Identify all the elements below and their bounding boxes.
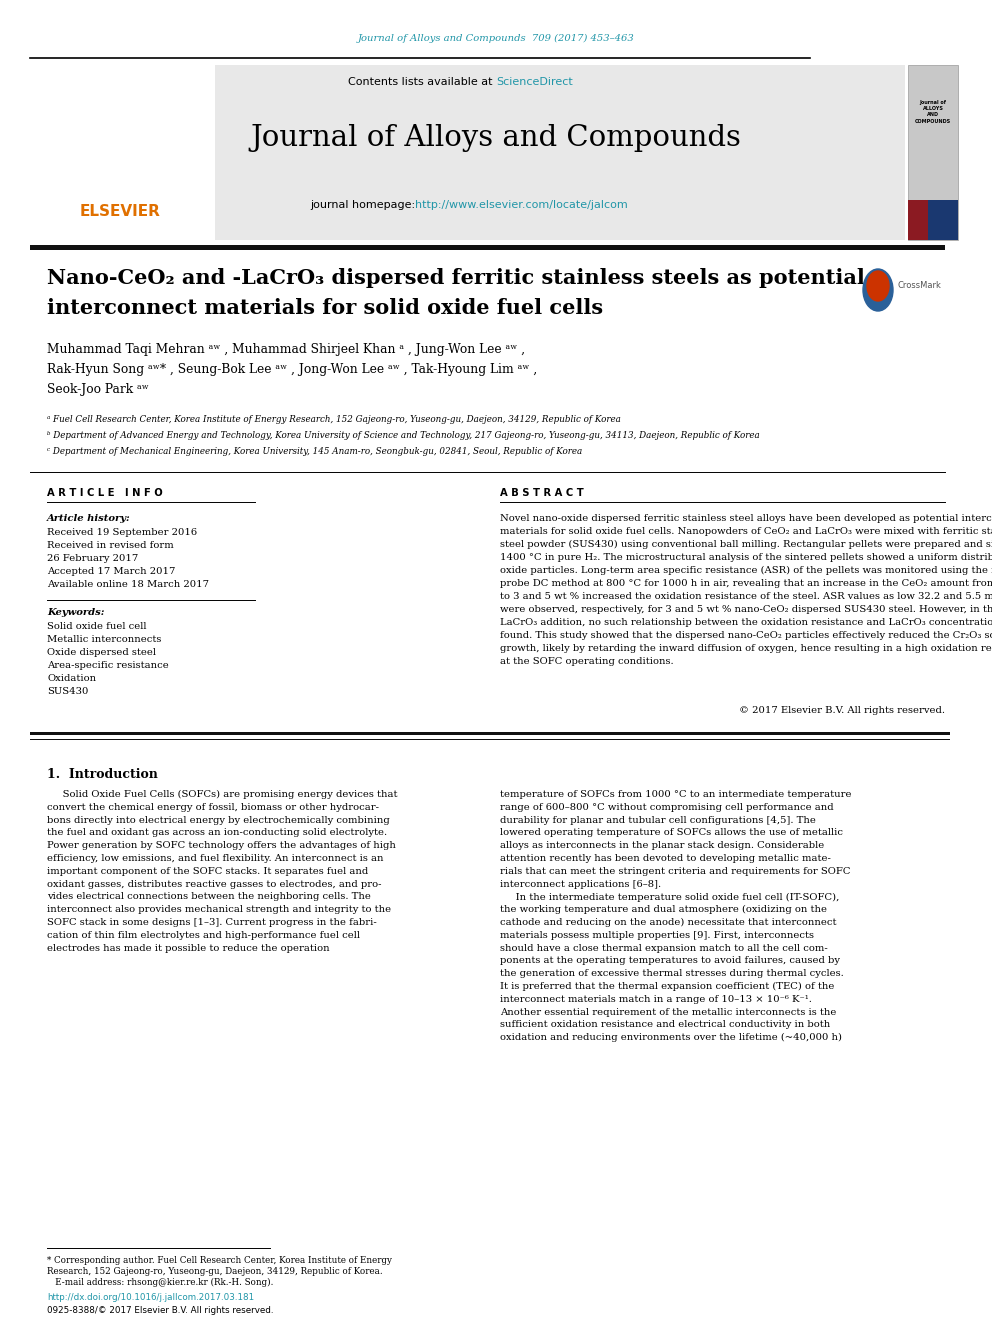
Text: Metallic interconnects: Metallic interconnects [47,635,162,644]
Text: ELSEVIER: ELSEVIER [79,205,161,220]
Text: Another essential requirement of the metallic interconnects is the: Another essential requirement of the met… [500,1008,836,1016]
Text: Area-specific resistance: Area-specific resistance [47,662,169,669]
Text: ᵇ Department of Advanced Energy and Technology, Korea University of Science and : ᵇ Department of Advanced Energy and Tech… [47,431,760,441]
Text: ᶜ Department of Mechanical Engineering, Korea University, 145 Anam-ro, Seongbuk-: ᶜ Department of Mechanical Engineering, … [47,447,582,456]
Text: materials possess multiple properties [9]. First, interconnects: materials possess multiple properties [9… [500,931,814,939]
Text: vides electrical connections between the neighboring cells. The: vides electrical connections between the… [47,893,371,901]
Text: convert the chemical energy of fossil, biomass or other hydrocar-: convert the chemical energy of fossil, b… [47,803,379,812]
Text: E-mail address: rhsong@kier.re.kr (Rk.-H. Song).: E-mail address: rhsong@kier.re.kr (Rk.-H… [47,1278,274,1287]
Bar [30,245,945,250]
Text: Research, 152 Gajeong-ro, Yuseong-gu, Daejeon, 34129, Republic of Korea.: Research, 152 Gajeong-ro, Yuseong-gu, Da… [47,1267,383,1275]
Text: growth, likely by retarding the inward diffusion of oxygen, hence resulting in a: growth, likely by retarding the inward d… [500,644,992,654]
Text: oxidant gasses, distributes reactive gasses to electrodes, and pro-: oxidant gasses, distributes reactive gas… [47,880,382,889]
Text: SOFC stack in some designs [1–3]. Current progress in the fabri-: SOFC stack in some designs [1–3]. Curren… [47,918,377,927]
Text: 1400 °C in pure H₂. The microstructural analysis of the sintered pellets showed : 1400 °C in pure H₂. The microstructural … [500,553,992,562]
Text: Nano-CeO₂ and -LaCrO₃ dispersed ferritic stainless steels as potential: Nano-CeO₂ and -LaCrO₃ dispersed ferritic… [47,269,865,288]
Ellipse shape [867,271,889,302]
Text: cathode and reducing on the anode) necessitate that interconnect: cathode and reducing on the anode) neces… [500,918,836,927]
Text: sufficient oxidation resistance and electrical conductivity in both: sufficient oxidation resistance and elec… [500,1020,830,1029]
Text: CrossMark: CrossMark [898,280,941,290]
Text: A R T I C L E   I N F O: A R T I C L E I N F O [47,488,163,497]
Text: bons directly into electrical energy by electrochemically combining: bons directly into electrical energy by … [47,815,390,824]
Text: Novel nano-oxide dispersed ferritic stainless steel alloys have been developed a: Novel nano-oxide dispersed ferritic stai… [500,515,992,523]
Text: alloys as interconnects in the planar stack design. Considerable: alloys as interconnects in the planar st… [500,841,824,851]
Text: Contents lists available at: Contents lists available at [348,77,496,87]
Text: at the SOFC operating conditions.: at the SOFC operating conditions. [500,658,674,665]
Text: Available online 18 March 2017: Available online 18 March 2017 [47,579,209,589]
Text: A B S T R A C T: A B S T R A C T [500,488,583,497]
Text: Keywords:: Keywords: [47,609,104,617]
Bar [215,65,905,239]
Text: materials for solid oxide fuel cells. Nanopowders of CeO₂ and LaCrO₃ were mixed : materials for solid oxide fuel cells. Na… [500,527,992,536]
Text: the generation of excessive thermal stresses during thermal cycles.: the generation of excessive thermal stre… [500,970,844,978]
Bar [928,200,958,239]
Text: Journal of Alloys and Compounds: Journal of Alloys and Compounds [251,124,741,152]
Text: 1.  Introduction: 1. Introduction [47,767,158,781]
Text: Power generation by SOFC technology offers the advantages of high: Power generation by SOFC technology offe… [47,841,396,851]
Text: were observed, respectively, for 3 and 5 wt % nano-CeO₂ dispersed SUS430 steel. : were observed, respectively, for 3 and 5… [500,605,992,614]
Text: range of 600–800 °C without compromising cell performance and: range of 600–800 °C without compromising… [500,803,833,812]
Text: durability for planar and tubular cell configurations [4,5]. The: durability for planar and tubular cell c… [500,815,815,824]
Text: http://www.elsevier.com/locate/jalcom: http://www.elsevier.com/locate/jalcom [415,200,628,210]
Text: efficiency, low emissions, and fuel flexibility. An interconnect is an: efficiency, low emissions, and fuel flex… [47,855,384,863]
Text: Article history:: Article history: [47,515,131,523]
Text: the working temperature and dual atmosphere (oxidizing on the: the working temperature and dual atmosph… [500,905,827,914]
Text: rials that can meet the stringent criteria and requirements for SOFC: rials that can meet the stringent criter… [500,867,850,876]
Text: Journal of
ALLOYS
AND
COMPOUNDS: Journal of ALLOYS AND COMPOUNDS [915,101,951,123]
Text: the fuel and oxidant gas across an ion-conducting solid electrolyte.: the fuel and oxidant gas across an ion-c… [47,828,387,837]
Bar [30,738,950,740]
Text: Solid Oxide Fuel Cells (SOFCs) are promising energy devices that: Solid Oxide Fuel Cells (SOFCs) are promi… [47,790,398,799]
Text: ScienceDirect: ScienceDirect [496,77,572,87]
Text: cation of thin film electrolytes and high-performance fuel cell: cation of thin film electrolytes and hig… [47,931,360,939]
Bar [30,732,950,736]
Text: steel powder (SUS430) using conventional ball milling. Rectangular pellets were : steel powder (SUS430) using conventional… [500,540,992,549]
Text: interconnect applications [6–8].: interconnect applications [6–8]. [500,880,661,889]
Text: Oxidation: Oxidation [47,673,96,683]
Text: oxide particles. Long-term area specific resistance (ASR) of the pellets was mon: oxide particles. Long-term area specific… [500,566,992,576]
Text: Received 19 September 2016: Received 19 September 2016 [47,528,197,537]
Text: © 2017 Elsevier B.V. All rights reserved.: © 2017 Elsevier B.V. All rights reserved… [739,706,945,714]
Text: important component of the SOFC stacks. It separates fuel and: important component of the SOFC stacks. … [47,867,368,876]
Text: interconnect also provides mechanical strength and integrity to the: interconnect also provides mechanical st… [47,905,391,914]
Text: 0925-8388/© 2017 Elsevier B.V. All rights reserved.: 0925-8388/© 2017 Elsevier B.V. All right… [47,1306,274,1315]
Text: lowered operating temperature of SOFCs allows the use of metallic: lowered operating temperature of SOFCs a… [500,828,843,837]
Text: ponents at the operating temperatures to avoid failures, caused by: ponents at the operating temperatures to… [500,957,840,966]
Text: LaCrO₃ addition, no such relationship between the oxidation resistance and LaCrO: LaCrO₃ addition, no such relationship be… [500,618,992,627]
Text: electrodes has made it possible to reduce the operation: electrodes has made it possible to reduc… [47,943,329,953]
Text: interconnect materials for solid oxide fuel cells: interconnect materials for solid oxide f… [47,298,603,318]
Text: 26 February 2017: 26 February 2017 [47,554,138,564]
Bar [908,65,958,239]
Text: Accepted 17 March 2017: Accepted 17 March 2017 [47,568,176,576]
Text: ᵃ Fuel Cell Research Center, Korea Institute of Energy Research, 152 Gajeong-ro,: ᵃ Fuel Cell Research Center, Korea Insti… [47,415,621,423]
Text: should have a close thermal expansion match to all the cell com-: should have a close thermal expansion ma… [500,943,827,953]
Text: to 3 and 5 wt % increased the oxidation resistance of the steel. ASR values as l: to 3 and 5 wt % increased the oxidation … [500,591,992,601]
Text: http://dx.doi.org/10.1016/j.jallcom.2017.03.181: http://dx.doi.org/10.1016/j.jallcom.2017… [47,1293,254,1302]
Text: interconnect materials match in a range of 10–13 × 10⁻⁶ K⁻¹.: interconnect materials match in a range … [500,995,811,1004]
Text: Received in revised form: Received in revised form [47,541,174,550]
Text: Seok-Joo Park ᵃʷ: Seok-Joo Park ᵃʷ [47,382,149,396]
Text: It is preferred that the thermal expansion coefficient (TEC) of the: It is preferred that the thermal expansi… [500,982,834,991]
Text: attention recently has been devoted to developing metallic mate-: attention recently has been devoted to d… [500,855,831,863]
Text: * Corresponding author. Fuel Cell Research Center, Korea Institute of Energy: * Corresponding author. Fuel Cell Resear… [47,1256,392,1265]
Text: probe DC method at 800 °C for 1000 h in air, revealing that an increase in the C: probe DC method at 800 °C for 1000 h in … [500,579,992,587]
Text: In the intermediate temperature solid oxide fuel cell (IT-SOFC),: In the intermediate temperature solid ox… [500,893,839,901]
Text: oxidation and reducing environments over the lifetime (~40,000 h): oxidation and reducing environments over… [500,1033,842,1043]
Text: temperature of SOFCs from 1000 °C to an intermediate temperature: temperature of SOFCs from 1000 °C to an … [500,790,851,799]
Text: Journal of Alloys and Compounds  709 (2017) 453–463: Journal of Alloys and Compounds 709 (201… [358,33,634,42]
Text: found. This study showed that the dispersed nano-CeO₂ particles effectively redu: found. This study showed that the disper… [500,631,992,640]
Bar [908,200,958,239]
Text: Muhammad Taqi Mehran ᵃʷ , Muhammad Shirjeel Khan ᵃ , Jung-Won Lee ᵃʷ ,: Muhammad Taqi Mehran ᵃʷ , Muhammad Shirj… [47,344,525,356]
Text: SUS430: SUS430 [47,687,88,696]
Text: Rak-Hyun Song ᵃʷ* , Seung-Bok Lee ᵃʷ , Jong-Won Lee ᵃʷ , Tak-Hyoung Lim ᵃʷ ,: Rak-Hyun Song ᵃʷ* , Seung-Bok Lee ᵃʷ , J… [47,363,538,376]
Text: journal homepage:: journal homepage: [310,200,419,210]
Text: Oxide dispersed steel: Oxide dispersed steel [47,648,156,658]
Text: Solid oxide fuel cell: Solid oxide fuel cell [47,622,147,631]
Ellipse shape [863,269,893,311]
